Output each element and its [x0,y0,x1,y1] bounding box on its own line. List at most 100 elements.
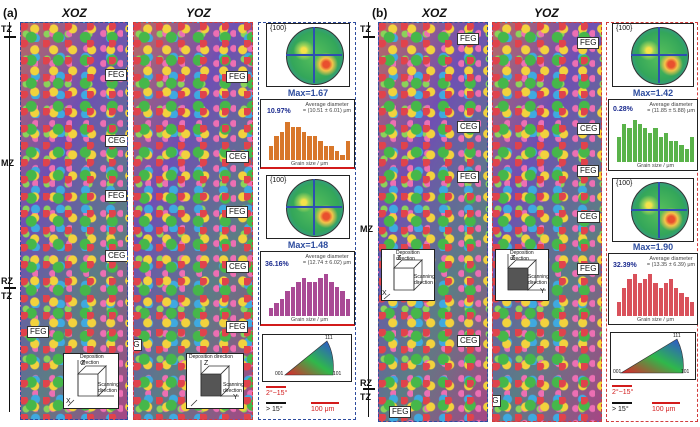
ceg-tag: CEG [105,250,127,262]
panel-a-grain-size-histogram-1: 10.97% Average diameter = (10.51 ± 6.01)… [260,99,355,169]
panel-a-scale-bar [311,402,339,404]
panel-b-rz: RZ [360,378,372,388]
hist-bar [674,288,679,316]
panel-a-tz-bottom: TZ [1,291,12,301]
panel-b-pole-figure-2: {100} [612,178,694,242]
panel-a-rz: RZ [1,276,13,286]
hist-bar [669,141,674,162]
hist-bar [269,145,274,160]
axis-z-label: Z [204,360,209,367]
hist-fraction: 36.16% [265,261,289,268]
ipf-101: 101 [333,371,342,377]
hist-bar [329,145,334,160]
feg-tag: FEG [457,171,480,183]
hist-bar [307,136,312,160]
hist-bar [637,124,642,162]
hist-bar [674,141,679,162]
scanning-direction-label: Scanning direction [414,274,435,286]
axis-y-label: Y [233,394,238,401]
panel-a-pole-figure-1: {100} [266,23,350,87]
hist-fraction: 10.97% [267,108,291,115]
panel-a-tz-top: TZ [1,24,12,34]
hist-bar [617,302,622,316]
panel-b-grain-size-histogram-2: 32.39% Average diameter = (13.35 ± 6.39)… [608,253,698,325]
hist-bar [318,141,323,160]
ceg-tag: CEG [105,135,127,147]
panel-b-zone-divider [363,36,375,38]
hist-bar [312,136,318,160]
ipf-001: 001 [275,371,284,377]
hist-bar [301,278,307,316]
deposition-direction-label: Deposition direction [396,250,420,262]
hist-bar [301,131,307,160]
pole-figure-index: {100} [616,25,633,32]
panel-a-low-angle-boundary-swatch [266,386,286,388]
panel-b-low-angle-legend: 2°~15° [612,389,634,396]
axis-z-label: Z [511,255,516,262]
hist-x-label: Grain size / μm [291,161,329,167]
feg-tag: FEG [105,190,127,202]
sample-orientation-cube: Deposition direction Z Scanning directio… [186,353,244,409]
hist-bar [622,288,627,316]
feg-tag: FEG [389,406,412,418]
panel-b-xoz-ebsd-map: FEG CEG FEG CEG FEG Deposition direction… [378,22,488,422]
hist-bar [689,302,694,316]
axis-z-label: Z [81,360,86,367]
hist-bar [274,303,279,316]
panel-b-high-angle-boundary-swatch [612,402,632,404]
feg-tag: FEG [457,33,480,45]
panel-b-low-angle-boundary-swatch [612,385,632,387]
ceg-tag: CEG [457,335,481,347]
hist-bar [632,274,637,316]
pole-figure-index: {100} [270,25,287,32]
panel-a-xoz-title: XOZ [62,6,87,20]
hist-average-value: = (13.35 ± 6.39) μm [646,262,696,268]
ceg-tag: CEG [577,211,601,223]
hist-bar [296,126,301,160]
panel-a-zone-axis [9,22,10,412]
hist-bar [345,299,350,316]
deposition-direction-label: Deposition direction [189,354,233,360]
hist-bar [312,282,318,316]
hist-bar [679,292,684,316]
hist-bar [648,274,653,316]
panel-a-zone-divider [4,36,16,38]
hist-bar [627,278,632,316]
hist-bars [617,274,695,316]
panel-b-label: (b) [372,6,388,20]
feg-tag: FEG [577,37,600,49]
ceg-tag: CEG [457,121,481,133]
hist-bar [323,145,329,160]
axis-y-label: Y [540,288,545,295]
panel-b-mz: MZ [360,224,373,234]
panel-b-zone-divider [363,388,375,390]
panel-a-pole-figure-2: {100} [266,175,350,239]
sample-orientation-cube: Deposition direction Z Scanning directio… [63,353,119,409]
axis-z-label: Z [397,255,402,262]
hist-bar [637,283,642,316]
hist-bar [653,283,658,316]
hist-bars [617,120,695,162]
panel-b-scale-bar [652,402,680,404]
panel-a-low-angle-legend: 2°~15° [266,390,288,397]
hist-bar [689,136,694,162]
hist-bar [274,136,279,160]
panel-a-mz: MZ [1,158,14,168]
panel-a-max-2: Max=1.48 [287,240,329,250]
panel-b-grain-size-histogram-1: 0.28% Average diameter = (11.85 ± 5.88) … [608,99,698,171]
hist-bar [658,288,663,316]
panel-b-max-2: Max=1.90 [632,242,674,252]
hist-bar [345,141,350,160]
hist-average-value: = (11.85 ± 5.88) μm [647,108,695,114]
panel-b-max-1: Max=1.42 [632,88,674,98]
ipf-001: 001 [613,369,622,375]
panel-a-max-1: Max=1.67 [287,88,329,98]
ceg-tag: CEG [226,151,250,163]
feg-tag: FEG [134,339,143,351]
sample-orientation-cube: Deposition direction Z Scanning directio… [381,249,435,301]
panel-a-label: (a) [3,6,18,20]
pole-figure-index: {100} [270,177,287,184]
panel-a-yoz-ebsd-map: FEG CEG FEG CEG FEG FEG Deposition direc… [133,22,253,420]
hist-average-label: Average diameter [649,102,693,108]
feg-tag: FEG [226,71,249,83]
